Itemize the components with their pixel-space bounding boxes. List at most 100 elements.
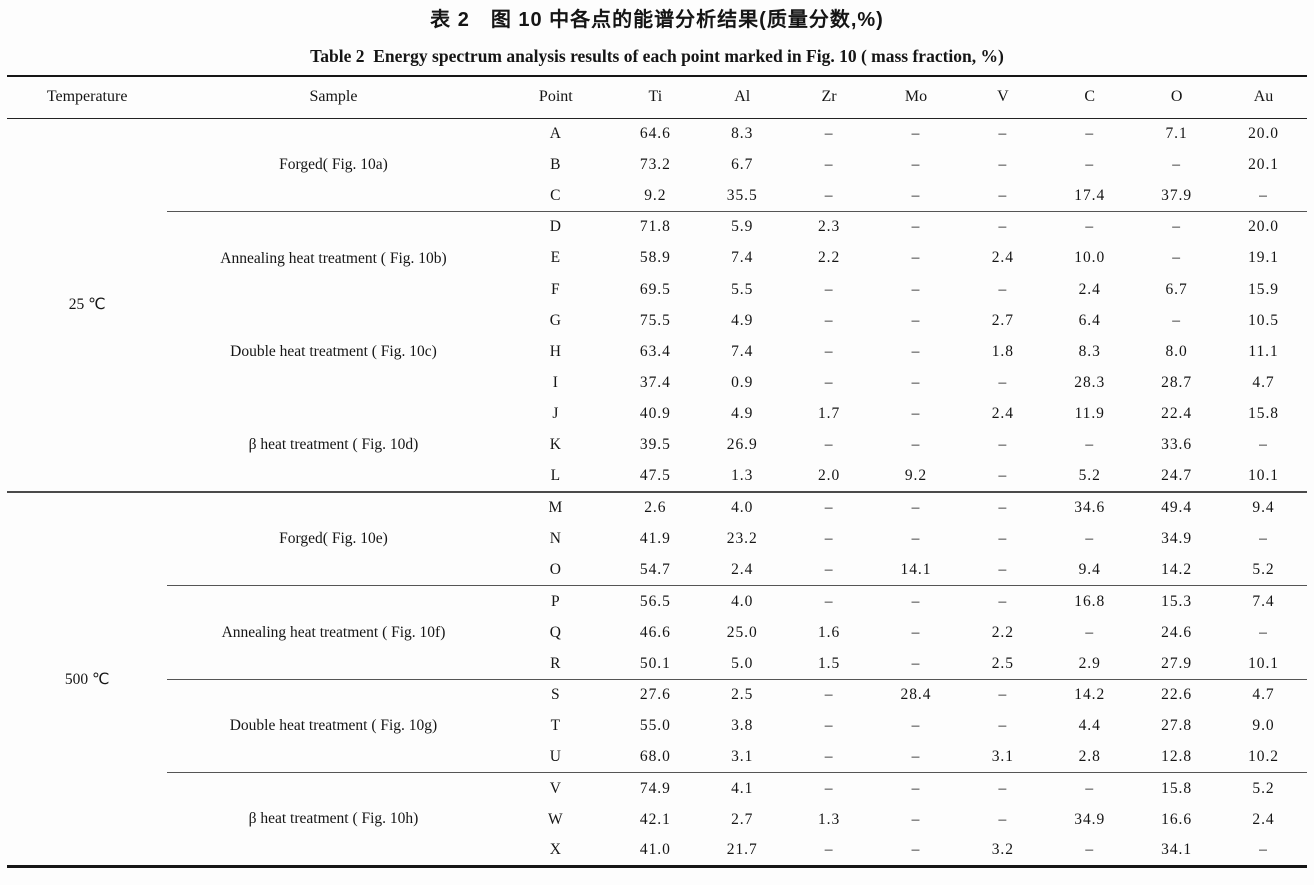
value-cell-al: 7.4: [731, 249, 754, 267]
value-cell-au: 10.1: [1220, 648, 1307, 680]
value-cell-v: –: [998, 155, 1008, 173]
value-cell-c: 2.4: [1078, 280, 1101, 298]
value-cell-ti: 40.9: [639, 405, 671, 423]
value-cell-ti: 37.4: [639, 374, 671, 392]
value-cell-al: 5.9: [731, 218, 754, 236]
value-cell-c: 14.2: [1074, 686, 1106, 704]
temperature-cell: 25 ℃: [7, 118, 168, 494]
value-cell-al: 8.3: [731, 124, 754, 142]
value-cell-v: –: [998, 124, 1008, 142]
value-cell-ti: 46.6: [639, 623, 671, 641]
value-cell-c: –: [1085, 779, 1095, 797]
value-cell-o: 33.6: [1161, 436, 1193, 454]
value-cell-al: 0.9: [731, 374, 754, 392]
value-cell-au: –: [1259, 841, 1268, 859]
value-cell-c: 8.3: [1078, 342, 1101, 360]
value-cell-c: 28.3: [1074, 374, 1106, 392]
value-cell-ti: 69.5: [639, 280, 671, 298]
value-cell-v: –: [959, 461, 1047, 494]
header-row: Temperature Sample Point Ti Al Zr Mo V C…: [7, 76, 1307, 119]
value-cell-ti: 50.1: [611, 648, 699, 680]
column-header-ti: Ti: [611, 76, 699, 119]
temperature-cell: 500 ℃: [64, 670, 110, 688]
value-cell-mo: 14.1: [872, 554, 960, 587]
table-row-point-g: Double heat treatment ( Fig. 10c) G 75.5 4.…: [7, 305, 1307, 360]
point-cell: S: [551, 686, 561, 704]
sample-cell: Annealing heat treatment ( Fig. 10b): [220, 249, 447, 267]
value-cell-al: 35.5: [698, 180, 786, 213]
value-cell-au: 2.4: [1252, 810, 1275, 828]
value-cell-zr: 2.2: [818, 249, 841, 267]
value-cell-ti: 63.4: [639, 342, 671, 360]
value-cell-mo: –: [911, 623, 921, 641]
value-cell-c: –: [1085, 155, 1095, 173]
sample-cell: Double heat treatment ( Fig. 10g): [167, 679, 500, 774]
value-cell-ti: 54.7: [611, 554, 699, 587]
point-cell: V: [549, 779, 562, 797]
value-cell-v: 2.4: [991, 249, 1014, 267]
value-cell-o: 22.4: [1161, 405, 1193, 423]
value-cell-al: 5.5: [731, 280, 754, 298]
value-cell-o: 16.6: [1161, 810, 1193, 828]
value-cell-ti: 39.5: [639, 436, 671, 454]
value-cell-mo: –: [911, 530, 921, 548]
sample-cell: Double heat treatment ( Fig. 10c): [230, 342, 437, 360]
table-row-point-s: Double heat treatment ( Fig. 10g) S 27.6 2.…: [7, 679, 1307, 774]
value-cell-v: –: [959, 554, 1047, 587]
value-cell-mo: 28.4: [900, 686, 932, 704]
value-cell-al: 23.2: [726, 530, 758, 548]
value-cell-ti: 41.9: [639, 530, 671, 548]
value-cell-mo: –: [872, 648, 960, 680]
value-cell-zr: –: [824, 280, 834, 298]
value-cell-o: 34.9: [1161, 530, 1193, 548]
value-cell-ti: 55.0: [639, 717, 671, 735]
value-cell-mo: –: [911, 810, 921, 828]
value-cell-al: 7.4: [731, 342, 754, 360]
value-cell-v: 3.2: [991, 841, 1014, 859]
column-header-sample: Sample: [167, 76, 500, 119]
value-cell-o: 7.1: [1165, 124, 1188, 142]
value-cell-c: –: [1085, 530, 1095, 548]
value-cell-o: –: [1172, 249, 1181, 267]
value-cell-mo: –: [911, 717, 921, 735]
value-cell-v: –: [998, 592, 1008, 610]
value-cell-al: 4.9: [731, 405, 754, 423]
value-cell-v: 1.8: [991, 342, 1014, 360]
column-header-v: V: [959, 76, 1047, 119]
value-cell-zr: –: [824, 155, 834, 173]
value-cell-zr: 1.6: [818, 623, 841, 641]
value-cell-al: 4.9: [731, 311, 754, 329]
point-cell: U: [499, 741, 612, 774]
column-header-o: O: [1133, 76, 1221, 119]
value-cell-c: 11.9: [1074, 405, 1105, 423]
table-title-english: Table 2 Energy spectrum analysis results…: [310, 46, 1004, 66]
value-cell-al: 21.7: [726, 841, 758, 859]
value-cell-zr: 1.7: [818, 405, 841, 423]
value-cell-v: 2.5: [959, 648, 1047, 680]
value-cell-zr: –: [785, 180, 873, 213]
value-cell-au: 9.4: [1252, 499, 1275, 517]
value-cell-zr: –: [824, 779, 834, 797]
value-cell-v: –: [998, 436, 1008, 454]
value-cell-o: 27.9: [1133, 648, 1221, 680]
table-row-point-a: 25 ℃ Forged( Fig. 10a) A 64.6 8.3 – – – – 7.1 20.0: [7, 118, 1307, 494]
value-cell-ti: 42.1: [639, 810, 671, 828]
table-title-chinese: 表 2 图 10 中各点的能谱分析结果(质量分数,%): [430, 9, 884, 31]
value-cell-mo: –: [911, 779, 921, 797]
value-cell-c: 2.9: [1046, 648, 1134, 680]
value-cell-zr: 2.0: [785, 461, 873, 494]
value-cell-au: –: [1259, 530, 1268, 548]
value-cell-mo: –: [911, 342, 921, 360]
point-cell: J: [552, 405, 560, 423]
value-cell-c: 2.8: [1046, 741, 1134, 774]
value-cell-zr: –: [824, 499, 834, 517]
value-cell-au: –: [1259, 436, 1268, 454]
value-cell-c: –: [1085, 436, 1095, 454]
value-cell-v: 2.4: [991, 405, 1014, 423]
value-cell-mo: –: [911, 311, 921, 329]
value-cell-o: 24.6: [1161, 623, 1193, 641]
value-cell-al: 4.1: [731, 779, 754, 797]
column-header-al: Al: [698, 76, 786, 119]
point-cell: D: [549, 218, 562, 236]
